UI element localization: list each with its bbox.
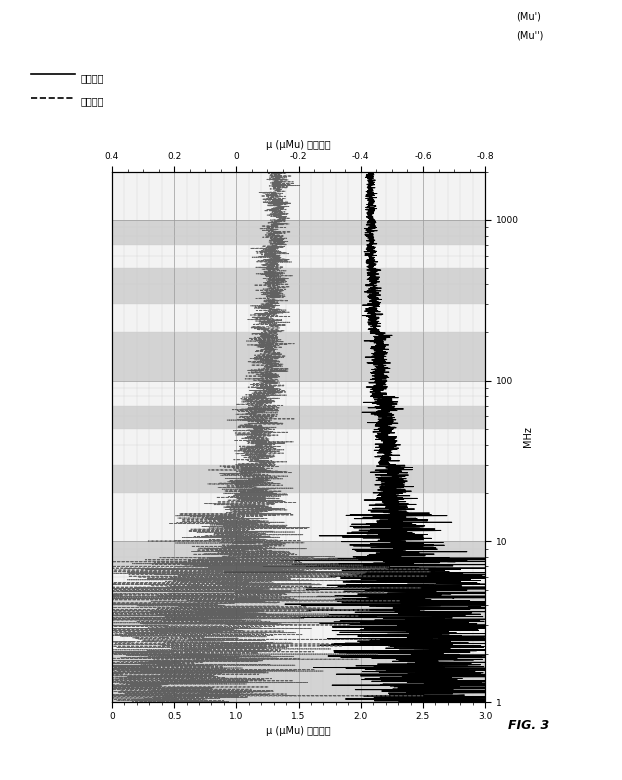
Text: FIG. 3: FIG. 3 xyxy=(508,719,549,732)
Bar xyxy=(112,626,485,654)
Bar xyxy=(112,493,485,541)
Text: (Mu''): (Mu'') xyxy=(516,31,544,41)
Bar xyxy=(112,429,485,465)
Bar xyxy=(112,406,485,429)
Bar xyxy=(112,566,485,590)
Bar xyxy=(112,332,485,381)
Text: 磁損失率: 磁損失率 xyxy=(81,97,104,106)
Bar xyxy=(112,245,485,268)
Text: 磁透磁率: 磁透磁率 xyxy=(81,73,104,83)
Text: (Mu'): (Mu') xyxy=(516,12,541,22)
Bar xyxy=(112,172,485,220)
X-axis label: μ (μMu) 磁透磁率: μ (μMu) 磁透磁率 xyxy=(266,725,331,736)
Bar xyxy=(112,304,485,332)
Bar xyxy=(112,541,485,566)
Bar xyxy=(112,654,485,702)
Bar xyxy=(112,465,485,493)
Bar xyxy=(112,381,485,406)
Y-axis label: MHz: MHz xyxy=(522,427,533,447)
Bar xyxy=(112,590,485,626)
Bar xyxy=(112,220,485,245)
X-axis label: μ (μMu) 磁損失率: μ (μMu) 磁損失率 xyxy=(266,140,331,150)
Bar xyxy=(112,268,485,304)
